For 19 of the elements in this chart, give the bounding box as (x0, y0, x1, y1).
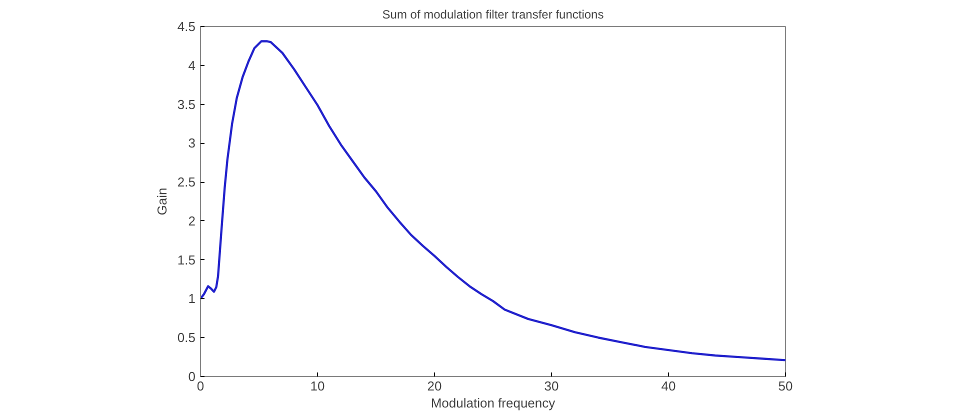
x-tick-label: 20 (427, 378, 442, 394)
x-tick-label: 30 (544, 378, 559, 394)
line-series (200, 40, 786, 362)
y-tick-label: 3 (188, 136, 196, 151)
y-tick-label: 0 (188, 369, 196, 384)
x-tick-label: 10 (310, 378, 325, 394)
y-tick-label: 2.5 (177, 174, 196, 190)
x-tick-label: 40 (661, 378, 676, 394)
y-tick-label: 2 (188, 213, 196, 228)
x-axis-title: Modulation frequency (430, 396, 556, 410)
y-tick-label: 1 (188, 291, 196, 306)
y-axis-title: Gain (154, 188, 170, 216)
y-tick-label: 4 (188, 58, 196, 73)
y-tick-label: 4.5 (177, 19, 196, 34)
y-tick-label: 0.5 (177, 330, 196, 346)
chart-title: Sum of modulation filter transfer functions (382, 8, 604, 22)
y-tick-label: 3.5 (177, 96, 196, 112)
x-tick-label: 50 (778, 378, 793, 394)
y-tick-label: 1.5 (177, 252, 196, 268)
